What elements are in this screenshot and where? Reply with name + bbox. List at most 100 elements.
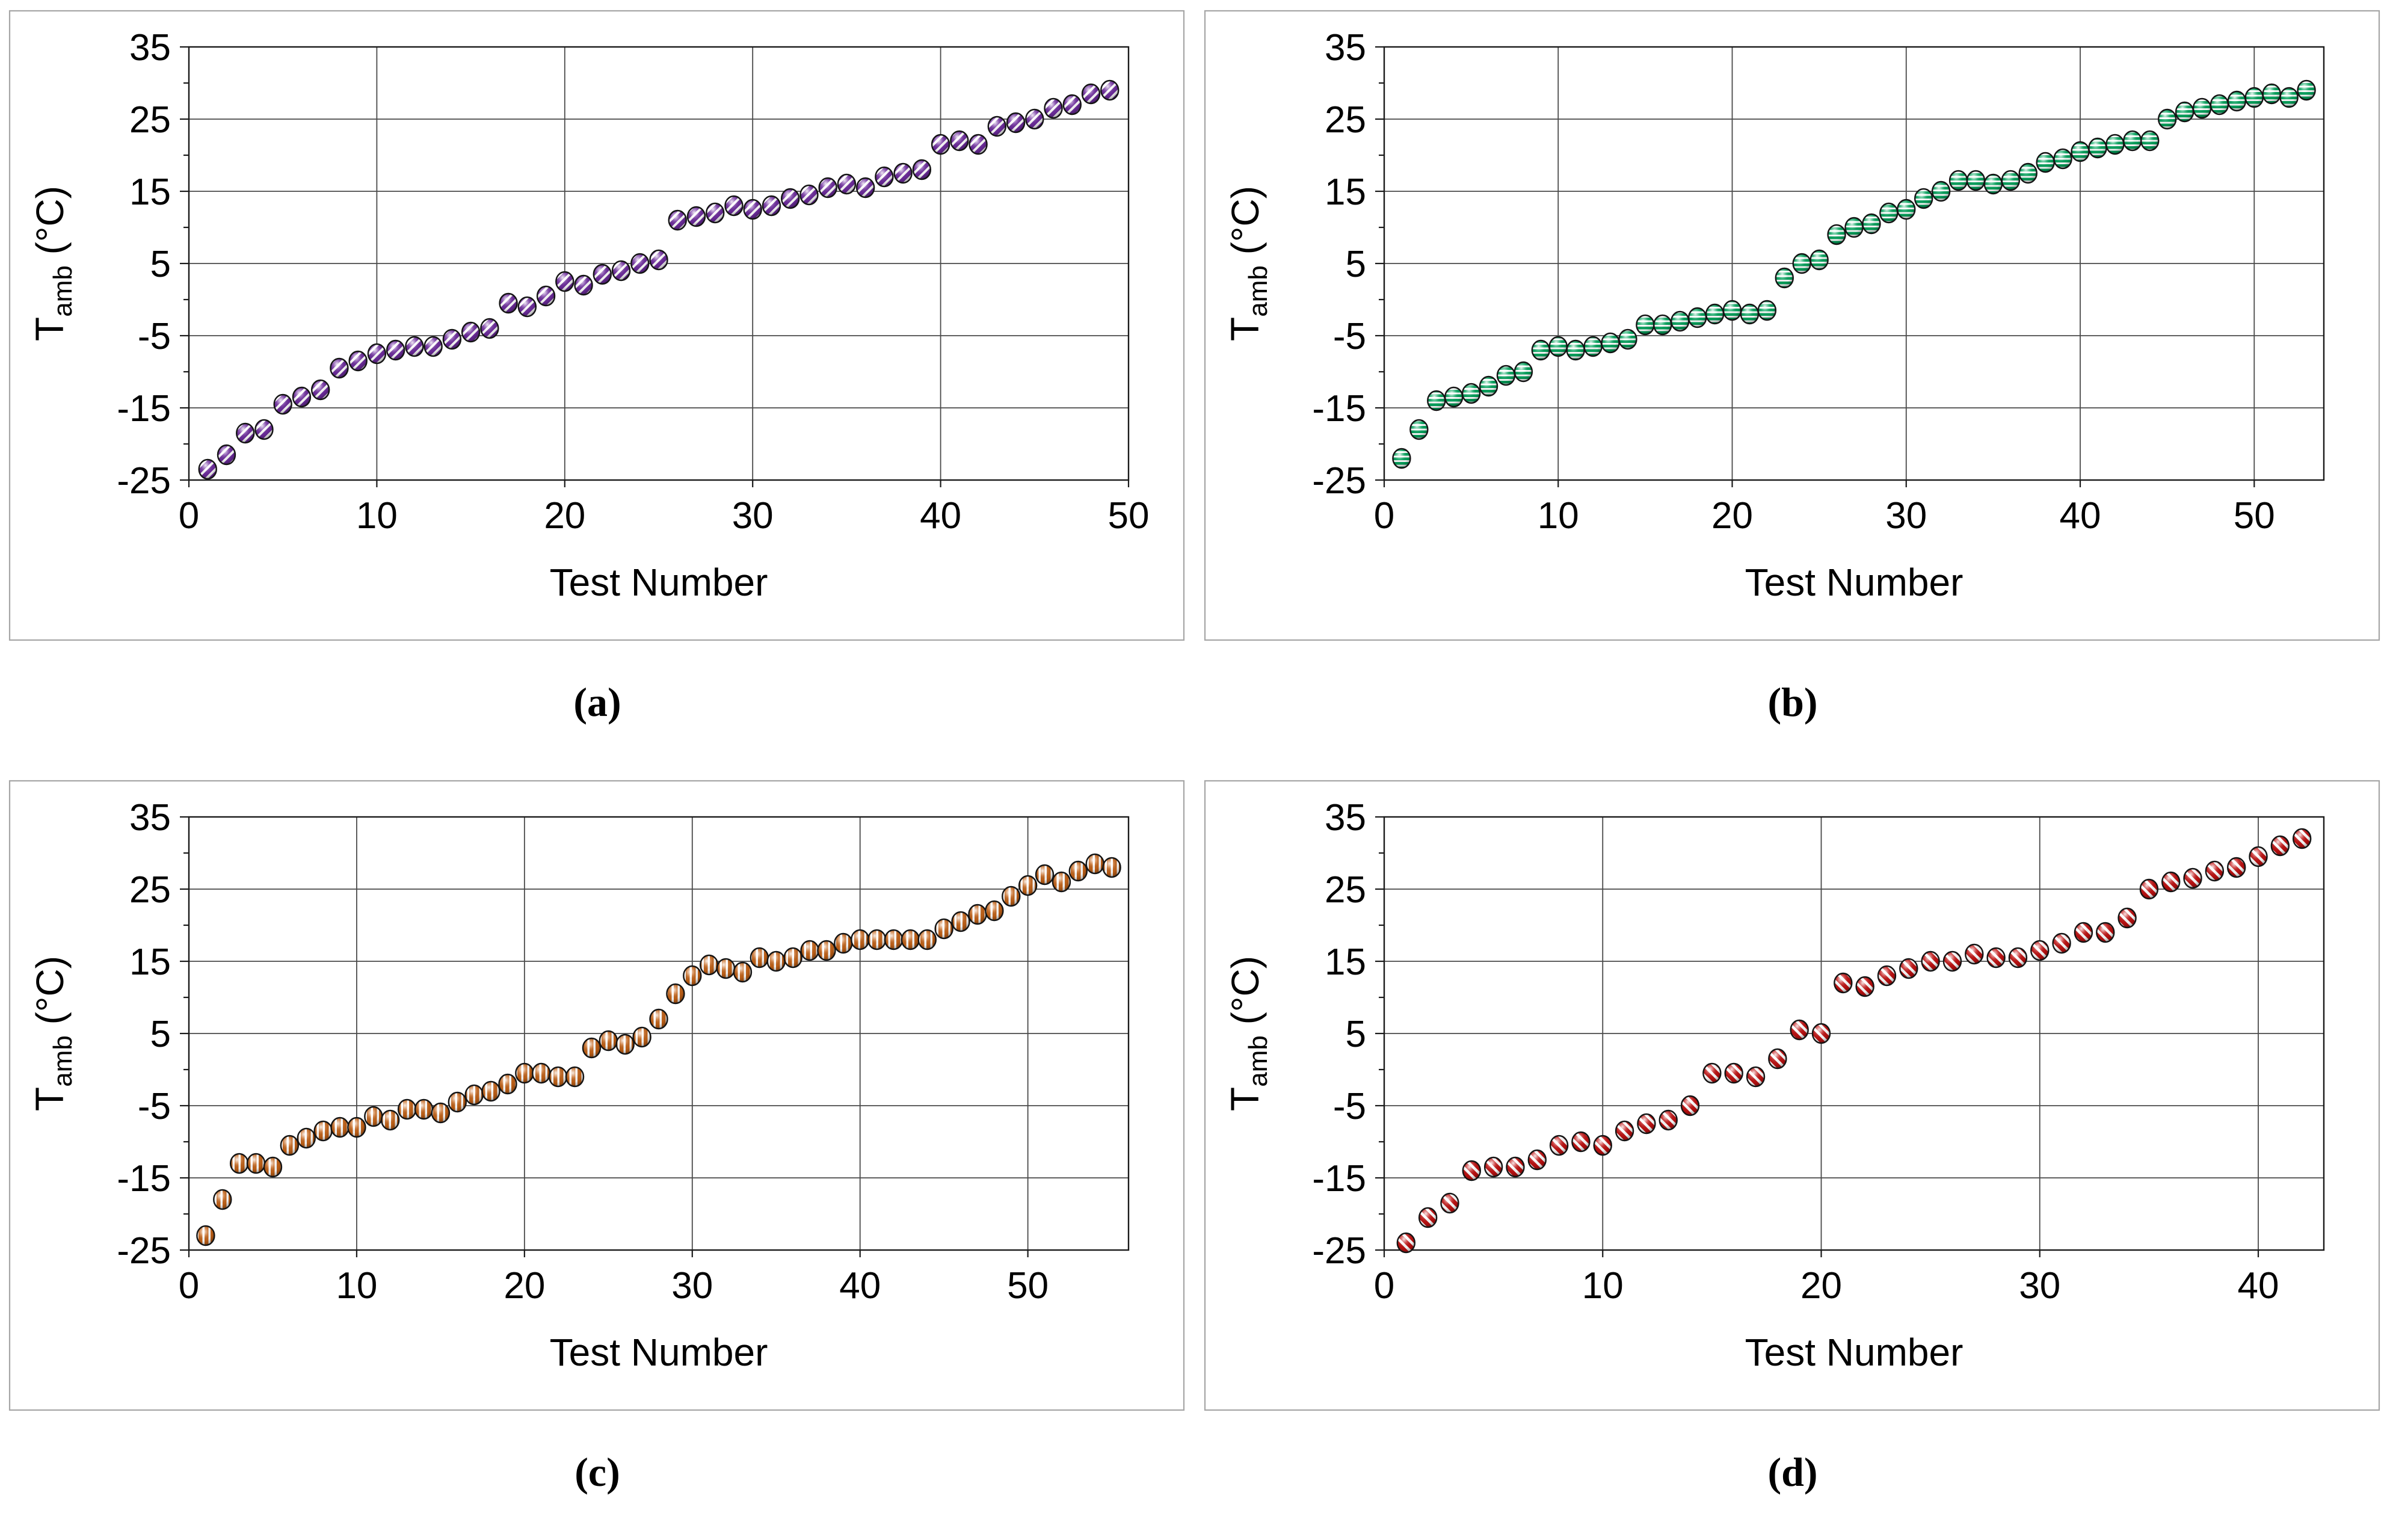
- data-point: [1862, 213, 1881, 235]
- x-tick-label: 30: [671, 1265, 713, 1307]
- y-tick-label: -15: [117, 1158, 171, 1200]
- data-point: [1659, 1109, 1678, 1131]
- data-point: [213, 1189, 232, 1210]
- data-point: [750, 947, 769, 969]
- data-point: [2052, 932, 2071, 954]
- data-point: [2105, 134, 2125, 155]
- data-point: [1618, 328, 1637, 350]
- data-point: [397, 1098, 417, 1120]
- data-point: [310, 379, 330, 401]
- gridlines: [1384, 46, 2324, 481]
- y-tick-label: -15: [1312, 388, 1366, 430]
- data-point: [431, 1102, 451, 1124]
- data-point: [386, 339, 405, 361]
- data-point: [517, 296, 537, 318]
- panel-b: 35 25 15 5 -5 -15 -25 0 10 20 30 40 50 Test Number Tam…: [1195, 0, 2390, 770]
- x-tick-label: 50: [2234, 495, 2275, 537]
- data-point: [1527, 1149, 1547, 1171]
- data-point: [348, 350, 368, 372]
- data-point: [1444, 386, 1464, 408]
- data-point: [1081, 83, 1101, 105]
- data-point: [2244, 87, 2264, 108]
- data-point: [196, 1225, 215, 1246]
- data-point: [851, 929, 870, 950]
- data-point: [367, 343, 387, 365]
- x-tick-labels: 0 10 20 30 40 50: [179, 495, 1150, 537]
- data-point: [783, 947, 802, 969]
- panel-c-caption-text: (c): [574, 1449, 620, 1495]
- data-point: [1746, 1066, 1766, 1088]
- data-point: [2175, 101, 2194, 123]
- data-point: [951, 911, 970, 932]
- x-tick-label: 10: [1538, 495, 1579, 537]
- axis-ticks: [180, 46, 1130, 487]
- data-point: [1549, 1135, 1569, 1156]
- x-tick-label: 40: [2060, 495, 2101, 537]
- data-point: [632, 1026, 651, 1048]
- data-point: [1897, 199, 1916, 220]
- data-point: [198, 458, 217, 480]
- x-tick-label: 20: [1711, 495, 1753, 537]
- data-point: [405, 336, 424, 357]
- data-point: [582, 1037, 602, 1059]
- data-point: [800, 940, 819, 961]
- data-point: [1790, 1019, 1809, 1041]
- data-point: [855, 177, 875, 199]
- data-point: [2074, 922, 2093, 943]
- y-tick-label: -15: [117, 388, 171, 430]
- data-point: [1018, 875, 1038, 896]
- y-tick-label: -25: [117, 460, 171, 502]
- y-tick-labels: 35 25 15 5 -5 -15 -25: [117, 27, 171, 502]
- panel-c: 35 25 15 5 -5 -15 -25 0 10 20 30 40 50 Test Number Tam…: [0, 770, 1195, 1540]
- data-point: [893, 162, 913, 184]
- y-axis-title: Tamb (°C): [27, 956, 78, 1111]
- data-point: [2123, 130, 2142, 152]
- panel-box: [1204, 780, 2380, 1411]
- y-tick-label: 25: [129, 99, 171, 141]
- data-point: [1062, 94, 1082, 116]
- data-point: [229, 1153, 249, 1174]
- x-tick-label: 0: [1374, 1265, 1394, 1307]
- data-point: [2071, 141, 2090, 162]
- data-point: [706, 202, 725, 224]
- axis-ticks: [1375, 816, 2259, 1257]
- data-point: [2036, 152, 2055, 173]
- y-tick-label: -5: [138, 1086, 171, 1127]
- data-point: [837, 173, 857, 195]
- data-point: [1035, 864, 1055, 886]
- data-point: [1601, 332, 1620, 354]
- data-point: [2018, 162, 2037, 184]
- data-point: [2262, 83, 2281, 105]
- data-point: [1921, 950, 1940, 972]
- data-point: [1811, 1023, 1831, 1044]
- data-point: [1483, 1156, 1503, 1178]
- data-point: [1687, 307, 1707, 328]
- data-point: [1462, 1160, 1482, 1181]
- data-point: [1671, 310, 1690, 332]
- data-point: [1757, 300, 1777, 321]
- y-tick-label: -15: [1312, 1158, 1366, 1200]
- data-point: [448, 1091, 467, 1113]
- data-point: [1583, 336, 1603, 357]
- plot-border: [188, 816, 1130, 1251]
- data-point: [1418, 1207, 1438, 1228]
- chart-b: 35 25 15 5 -5 -15 -250 10 20 30 40 50 Test Number Tam…: [1204, 10, 2380, 641]
- data-point: [1809, 249, 1829, 271]
- data-point: [1593, 1135, 1612, 1156]
- data-point: [901, 929, 920, 950]
- data-point: [817, 940, 836, 961]
- data-point: [934, 918, 953, 940]
- data-point: [1025, 108, 1044, 130]
- x-tick-label: 0: [179, 1265, 199, 1307]
- data-point: [593, 263, 612, 285]
- data-point: [1855, 976, 1874, 997]
- data-point: [686, 206, 706, 227]
- data-point: [875, 166, 894, 188]
- x-tick-label: 30: [1885, 495, 1927, 537]
- y-tick-labels: 35 25 15 5 -5 -15 -25: [1312, 27, 1366, 502]
- data-point: [1942, 950, 1962, 972]
- data-point: [968, 904, 987, 925]
- data-series: [198, 79, 1120, 480]
- x-tick-label: 40: [839, 1265, 881, 1307]
- data-point: [2183, 867, 2202, 889]
